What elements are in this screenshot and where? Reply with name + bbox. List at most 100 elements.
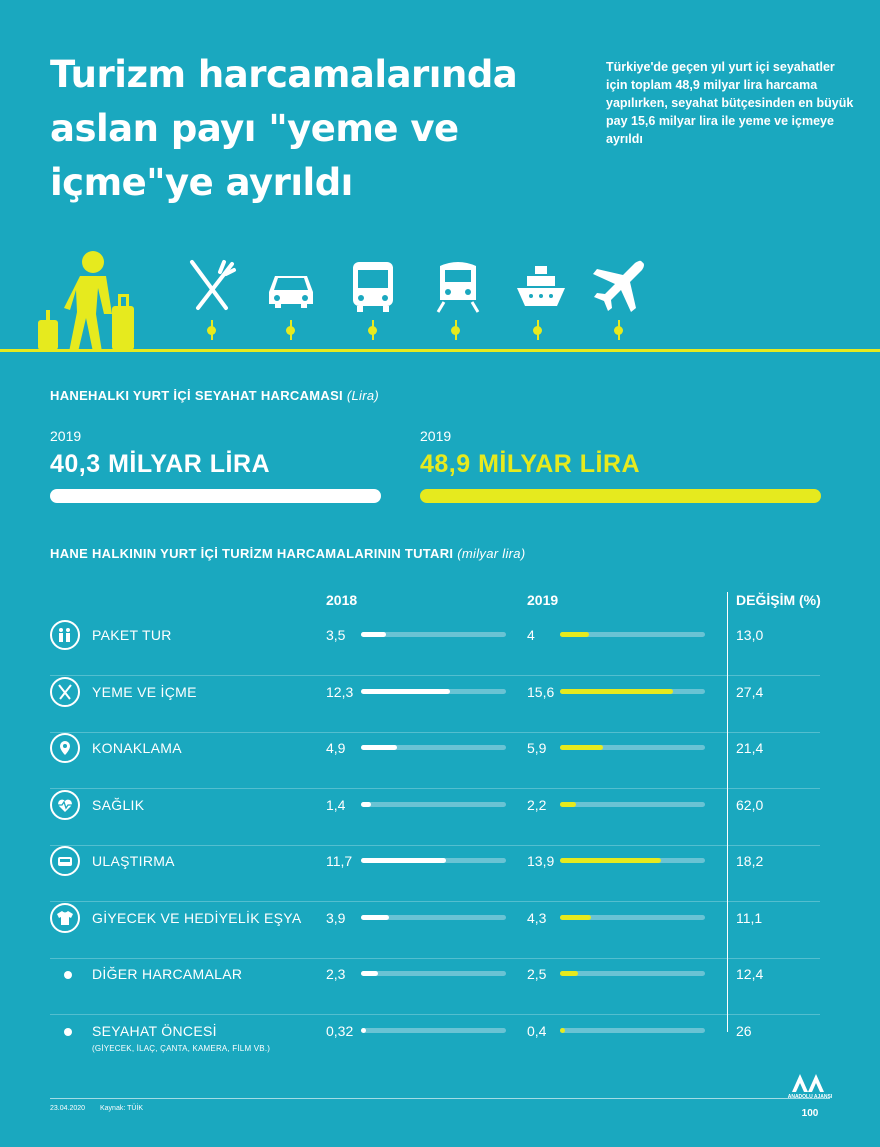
icon-dot	[533, 326, 542, 335]
table-row: DİĞER HARCAMALAR 2,3 2,5 12,4	[50, 959, 820, 1015]
table-row: KONAKLAMA 4,9 5,9 21,4	[50, 733, 820, 789]
icon-dot	[614, 326, 623, 335]
train-icon	[436, 262, 480, 313]
fork-knife-icon	[50, 676, 80, 707]
total-value-right: 48,9 MİLYAR LİRA	[420, 450, 641, 478]
anadolu-agency-logo: 100	[792, 1074, 824, 1119]
bar-track-2019	[560, 632, 705, 637]
column-divider	[727, 592, 728, 1032]
plane-icon	[593, 260, 644, 312]
logo-text: ANADOLU AJANSI	[787, 1094, 833, 1100]
bar-2018	[361, 801, 372, 807]
change-percent: 21,4	[736, 740, 764, 756]
value-2019: 0,4	[527, 1022, 547, 1039]
category-label: SEYAHAT ÖNCESİ	[92, 1022, 217, 1039]
category-label: ULAŞTIRMA	[92, 853, 175, 869]
total-value-left: 40,3 MİLYAR LİRA	[50, 450, 271, 478]
bar-2018	[361, 971, 378, 976]
change-percent: 12,4	[736, 966, 764, 982]
bus-icon	[50, 846, 80, 876]
category-sublabel: (GİYECEK, İLAÇ, ÇANTA, KAMERA, FİLM VB.)	[92, 1043, 271, 1053]
bar-2019	[560, 971, 579, 976]
change-percent: 26	[736, 1022, 752, 1039]
bar-2018	[361, 914, 390, 920]
col-head-2019: 2019	[527, 592, 559, 608]
tour-group-icon	[50, 620, 80, 650]
breakdown-heading-text: HANE HALKININ YURT İÇİ TURİZM HARCAMALAR…	[50, 546, 454, 561]
category-label: GİYECEK VE HEDİYELİK EŞYA	[92, 909, 302, 926]
ship-icon	[517, 266, 565, 306]
breakdown-heading: HANE HALKININ YURT İÇİ TURİZM HARCAMALAR…	[50, 546, 525, 561]
footer-line	[50, 1098, 830, 1099]
fork-knife-icon	[190, 260, 236, 310]
table-row: YEME VE İÇME 12,3 15,6 27,4	[50, 676, 820, 733]
col-head-2018: 2018	[326, 592, 358, 608]
bar-2019	[560, 688, 674, 694]
bar-track-2018	[361, 801, 506, 807]
value-2018: 1,4	[326, 796, 346, 813]
bar-2019	[560, 801, 576, 807]
table-row: SEYAHAT ÖNCESİ (GİYECEK, İLAÇ, ÇANTA, KAM…	[50, 1016, 820, 1072]
table-row: GİYECEK VE HEDİYELİK EŞYA 3,9 4,3 11,1	[50, 902, 820, 959]
table-row: PAKET TUR 3,5 4 13,0	[50, 620, 820, 676]
tshirt-icon	[50, 902, 80, 933]
table-row: SAĞLIK 1,4 2,2 62,0	[50, 789, 820, 846]
value-2018: 11,7	[326, 853, 353, 869]
bar-2018	[361, 632, 387, 637]
bar-track-2019	[560, 914, 705, 920]
bar-2019	[560, 745, 603, 750]
row-separator	[50, 675, 820, 676]
bar-track-2019	[560, 745, 705, 750]
location-pin-icon	[50, 733, 80, 763]
category-label: DİĞER HARCAMALAR	[92, 966, 243, 982]
ground-line	[0, 349, 880, 352]
value-2019: 15,6	[527, 683, 555, 700]
bar-track-2018	[361, 971, 506, 976]
totals-heading: HANEHALKI YURT İÇİ SEYAHAT HARCAMASI (Li…	[50, 388, 379, 403]
category-label: KONAKLAMA	[92, 740, 182, 756]
value-2018: 12,3	[326, 683, 354, 700]
bar-track-2018	[361, 745, 506, 750]
row-separator	[50, 901, 820, 902]
value-2018: 2,3	[326, 966, 346, 982]
footer-source: Kaynak: TÜİK	[100, 1105, 144, 1112]
change-percent: 13,0	[736, 627, 764, 643]
total-year-right: 2019	[420, 428, 452, 444]
value-2018: 0,32	[326, 1022, 354, 1039]
icon-dot	[286, 326, 295, 335]
bus-icon	[353, 262, 393, 312]
bar-track-2019	[560, 801, 705, 807]
icon-dot	[451, 326, 460, 335]
bar-track-2018	[361, 688, 506, 694]
page-title: Turizm harcamalarında aslan payı "yeme v…	[50, 53, 518, 204]
bar-2018	[361, 858, 446, 863]
footer-date: 23.04.2020	[50, 1105, 86, 1112]
bar-2019	[560, 914, 592, 920]
bar-2019	[560, 858, 661, 863]
bar-2019	[560, 632, 589, 637]
totals-heading-text: HANEHALKI YURT İÇİ SEYAHAT HARCAMASI	[50, 388, 343, 403]
bar-track-2018	[361, 1027, 506, 1033]
bar-track-2018	[361, 914, 506, 920]
row-separator	[50, 731, 820, 733]
value-2019: 2,2	[527, 796, 547, 813]
breakdown-heading-unit: (milyar lira)	[457, 546, 526, 561]
bar-track-2019	[560, 858, 705, 863]
value-2018: 3,9	[326, 909, 346, 926]
value-2018: 4,9	[326, 740, 346, 756]
category-label: PAKET TUR	[92, 627, 172, 643]
change-percent: 11,1	[736, 909, 763, 926]
bar-track-2018	[361, 632, 506, 637]
bar-2018	[361, 688, 451, 694]
value-2019: 4	[527, 627, 535, 643]
bar-track-2019	[560, 1027, 705, 1033]
totals-heading-unit: (Lira)	[346, 388, 380, 403]
total-bar-left	[50, 489, 381, 503]
value-2019: 2,5	[527, 966, 547, 982]
value-2019: 13,9	[527, 853, 555, 869]
bar-2018	[361, 745, 397, 750]
table-row: ULAŞTIRMA 11,7 13,9 18,2	[50, 846, 820, 902]
heart-pulse-icon	[50, 789, 80, 820]
total-year-left: 2019	[50, 428, 82, 444]
bullet-dot	[64, 971, 72, 979]
